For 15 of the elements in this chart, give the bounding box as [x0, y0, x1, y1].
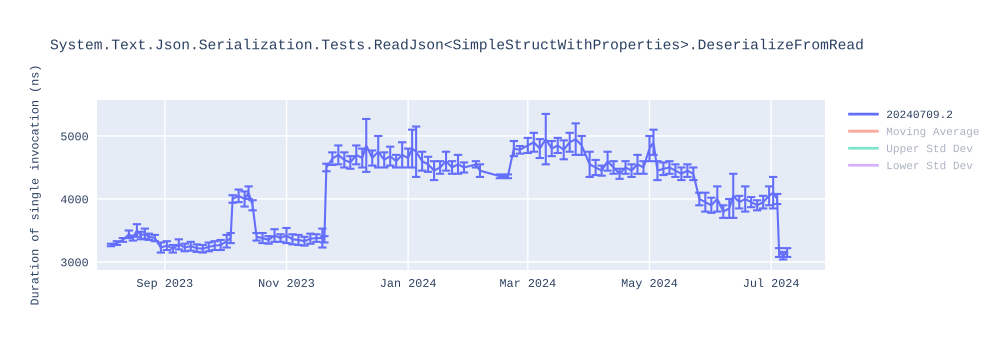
chart-title: System.Text.Json.Serialization.Tests.ReadJson<SimpleStructWithProperties>.DeserializeFromRead: [50, 38, 863, 52]
y-tick-label: 5000: [61, 132, 88, 140]
y-tick-label: 3000: [61, 258, 88, 266]
legend-label: 20240709.2: [887, 110, 952, 118]
y-tick-label: 4000: [60, 195, 88, 204]
legend-label: Upper Std Dev: [886, 144, 973, 154]
x-tick-label: Jan 2024: [380, 278, 436, 288]
y-axis-title: Duration of single invocation (ns): [30, 66, 41, 305]
x-tick-label: Mar 2024: [500, 278, 556, 288]
x-tick-label: Nov 2023: [259, 278, 314, 288]
legend-label: Moving Average: [886, 127, 979, 138]
x-tick-label: Jul 2024: [744, 278, 799, 288]
legend-label: Lower Std Dev: [888, 161, 973, 170]
x-tick-label: Sep 2023: [136, 278, 192, 290]
x-tick-label: May 2024: [622, 278, 678, 290]
